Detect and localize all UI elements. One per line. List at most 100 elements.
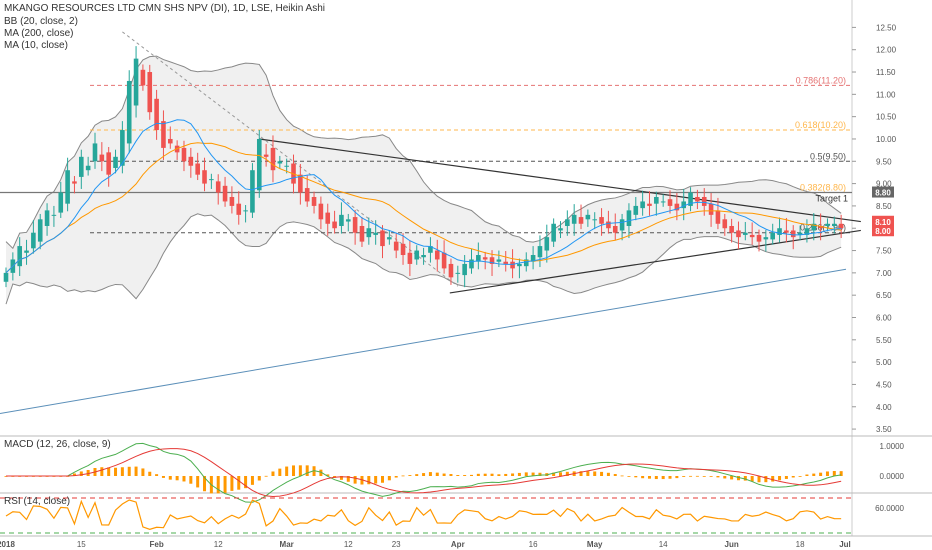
candle-body [448,263,454,278]
macd-histogram-bar [401,475,405,477]
candle-body [606,221,611,229]
macd-histogram-bar [620,475,624,477]
macd-histogram-bar [387,476,391,481]
candle-body [832,223,837,226]
macd-histogram-bar [839,471,843,476]
candle-body [825,223,830,226]
rsi-axis-tick-label: 60.0000 [875,504,904,513]
candle-body [24,250,29,253]
candle-body [298,174,303,193]
candle-body [571,214,577,224]
macd-histogram-bar [730,476,734,480]
macd-histogram-bar [346,476,350,482]
macd-histogram-bar [189,476,193,484]
macd-histogram-bar [764,476,768,483]
macd-histogram-bar [689,475,693,477]
candle-body [215,181,221,193]
macd-histogram-bar [292,465,296,476]
macd-histogram-bar [127,466,131,476]
macd-legend: MACD (12, 26, close, 9) [4,439,111,450]
macd-histogram-bar [223,476,227,493]
candle-body [626,210,632,226]
candle-body [537,246,543,258]
upper-trendline [259,138,861,223]
candle-body [434,250,440,260]
macd-histogram-bar [476,473,480,476]
macd-histogram-bar [175,476,179,481]
candle-body [106,152,111,175]
candle-body [188,156,194,166]
time-axis-label: 16 [529,540,538,549]
macd-histogram-bar [264,475,268,477]
target-label: Target 1 [815,194,848,204]
macd-histogram-bar [791,476,795,478]
ma20-line [5,142,842,274]
macd-histogram-bar [552,472,556,476]
candle-body [763,237,769,240]
macd-histogram-bar [504,473,508,476]
macd-histogram-bar [250,476,254,485]
candle-body [654,196,659,204]
macd-histogram-bar [237,476,241,490]
candle-body [37,219,43,242]
macd-histogram-bar [647,476,651,479]
ma10-line [5,119,842,274]
candle-body [263,154,269,157]
macd-signal-line [6,448,842,497]
candle-body [222,185,228,202]
candle-body [701,196,707,206]
candle-body [79,156,84,177]
candle-body [407,252,413,264]
macd-histogram-bar [812,473,816,476]
macd-histogram-bar [428,472,432,476]
target-price-tag: 8.80 [875,189,891,198]
candle-body [44,210,50,226]
macd-histogram-bar [531,472,535,476]
macd-histogram-bar [695,475,699,477]
time-axis-label: 12 [344,540,353,549]
chart-title: MKANGO RESOURCES LTD CMN SHS NPV (DI), 1… [4,3,325,14]
candle-body [400,243,406,256]
macd-histogram-bar [257,476,261,481]
candle-body [277,161,283,164]
candle-body [161,121,166,148]
candle-body [503,261,509,264]
candle-body [482,257,488,260]
macd-histogram-bar [723,476,727,479]
macd-histogram-bar [449,474,453,476]
candle-body [339,214,344,226]
price-axis-tick-label: 6.00 [876,313,892,322]
macd-histogram-bar [196,476,200,488]
candle-body [558,228,563,231]
macd-histogram-bar [141,468,145,476]
candle-body [660,201,666,203]
candle-body [147,72,153,113]
price-axis-tick-label: 6.50 [876,291,892,300]
price-axis-tick-label: 12.00 [876,46,897,55]
price-axis-tick-label: 5.00 [876,358,892,367]
time-axis-label: Mar [280,540,294,549]
candle-body [612,226,618,233]
candle-body [523,259,529,267]
ma200-line [0,268,847,414]
macd-histogram-bar [72,473,76,476]
candle-body [756,234,762,242]
macd-histogram-bar [634,476,638,478]
macd-histogram-bar [750,476,754,482]
candle-body [708,203,714,215]
candle-body [3,272,9,282]
macd-histogram-bar [517,472,521,476]
macd-axis-tick-label: 1.0000 [880,442,905,451]
ma200-legend: MA (200, close) [4,28,74,39]
macd-histogram-bar [524,472,528,476]
price-axis-tick-label: 9.50 [876,157,892,166]
price-axis-tick-label: 10.00 [876,135,897,144]
candle-body [544,237,550,251]
price-tag-bg [872,225,894,237]
candle-body [284,165,289,167]
macd-histogram-bar [709,476,713,477]
candle-body [17,246,22,267]
macd-histogram-bar [367,476,371,485]
candle-body [818,226,823,229]
